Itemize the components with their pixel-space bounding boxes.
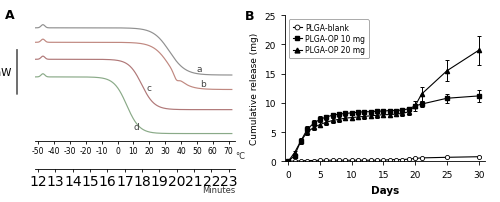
Text: A: A [5, 9, 15, 22]
Y-axis label: Cumulative release (mg): Cumulative release (mg) [250, 33, 259, 145]
Text: Minutes: Minutes [202, 185, 235, 194]
Text: b: b [200, 79, 206, 88]
Text: °C: °C [235, 151, 245, 160]
Text: c: c [146, 84, 151, 93]
Text: B: B [245, 10, 254, 23]
Text: d: d [134, 123, 139, 132]
Legend: PLGA-blank, PLGA-OP 10 mg, PLGA-OP 20 mg: PLGA-blank, PLGA-OP 10 mg, PLGA-OP 20 mg [289, 20, 368, 59]
Text: mW: mW [0, 67, 11, 78]
Text: a: a [197, 65, 202, 74]
X-axis label: Days: Days [371, 185, 399, 195]
